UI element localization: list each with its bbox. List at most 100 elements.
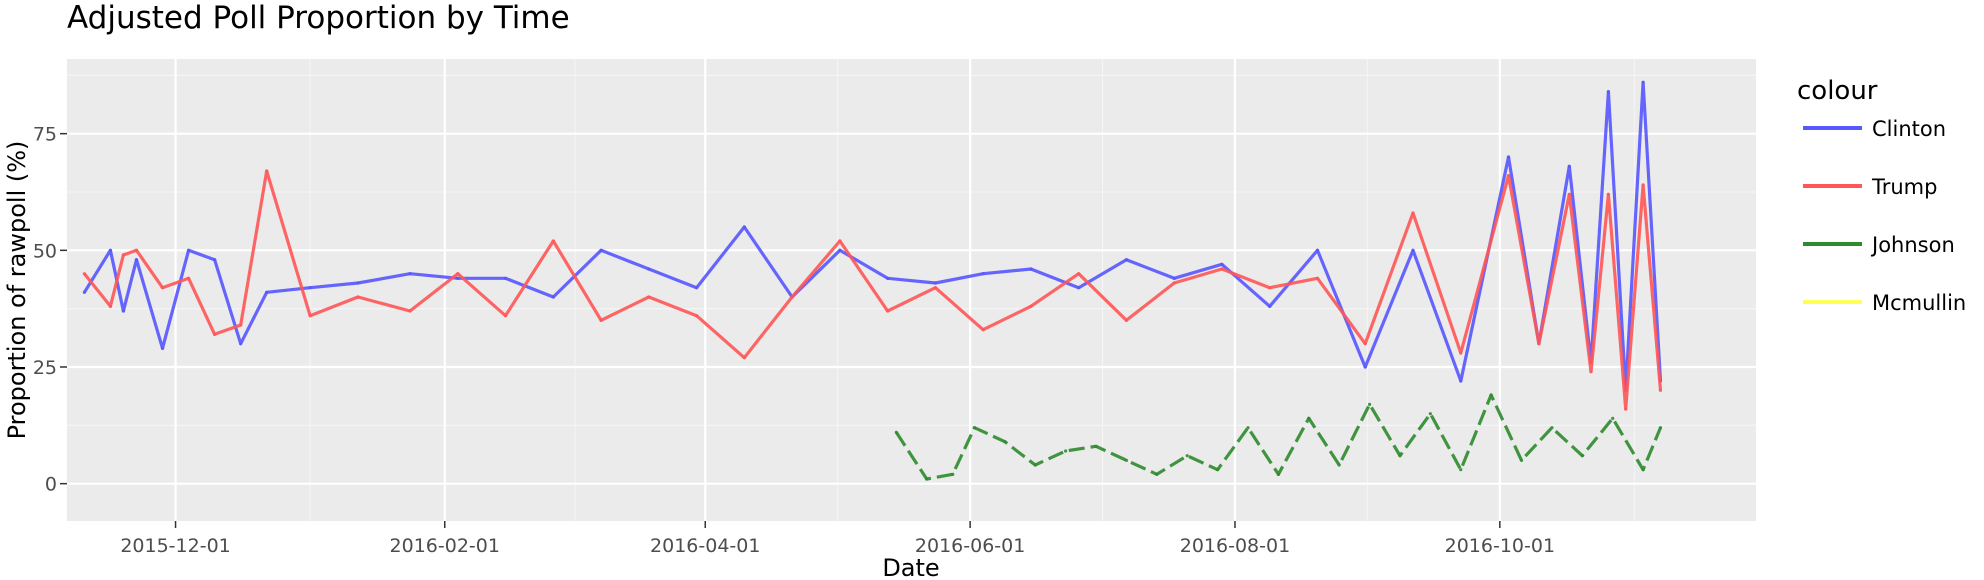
series-johnson <box>894 393 1663 481</box>
data-point <box>265 169 269 173</box>
data-point <box>1185 454 1189 458</box>
data-point <box>1172 281 1176 285</box>
data-point <box>1611 416 1615 420</box>
data-point <box>742 356 746 360</box>
data-point <box>1580 454 1584 458</box>
data-point <box>951 472 955 476</box>
data-point <box>1124 318 1129 322</box>
data-point <box>1606 90 1610 94</box>
legend: colour Clinton Trump Johnson Mcmullin <box>1797 76 1966 315</box>
data-point <box>1624 407 1628 411</box>
x-tick-label: 2016-06-01 <box>915 535 1025 557</box>
data-point <box>213 258 217 262</box>
data-point <box>239 342 243 346</box>
data-point <box>1550 426 1554 430</box>
data-point <box>456 272 460 276</box>
data-point <box>1003 440 1007 444</box>
plot-panel <box>67 59 1756 521</box>
data-point <box>239 323 243 327</box>
y-tick-label: 25 <box>33 357 57 379</box>
data-point <box>1506 155 1511 159</box>
data-point <box>1506 174 1511 178</box>
data-point <box>1033 463 1037 467</box>
data-point <box>694 314 699 318</box>
data-point <box>1337 463 1341 467</box>
data-point <box>265 290 269 294</box>
data-point <box>1315 248 1320 252</box>
data-point <box>1029 304 1033 308</box>
series-line-clinton <box>83 80 1663 392</box>
legend-label: Johnson <box>1870 233 1955 257</box>
data-point <box>1641 468 1645 472</box>
data-point <box>1567 192 1571 196</box>
x-axis: 2015-12-01 2016-02-01 2016-04-01 2016-06-01… <box>120 521 1555 557</box>
legend-label: Mcmullin <box>1872 291 1966 315</box>
legend-label: Clinton <box>1872 117 1946 141</box>
data-point <box>933 286 937 290</box>
data-point <box>1077 286 1081 290</box>
data-point <box>647 267 651 271</box>
data-point <box>456 276 460 280</box>
x-axis-title: Date <box>882 554 939 580</box>
data-point <box>1064 449 1068 453</box>
y-tick-label: 75 <box>33 124 57 146</box>
data-point <box>1363 342 1367 346</box>
legend-label: Trump <box>1871 175 1937 199</box>
y-tick-label: 0 <box>45 474 57 496</box>
x-tick-label: 2016-10-01 <box>1445 535 1555 557</box>
data-point <box>503 276 508 280</box>
chart-title: Adjusted Poll Proportion by Time <box>67 0 570 36</box>
data-point <box>356 281 360 285</box>
data-point <box>186 276 191 280</box>
x-tick-label: 2016-02-01 <box>390 535 500 557</box>
data-point <box>1363 365 1367 369</box>
data-point <box>886 276 890 280</box>
data-point <box>981 328 985 332</box>
data-point <box>1589 370 1593 374</box>
data-point <box>1268 286 1272 290</box>
major-gridlines <box>67 59 1756 521</box>
data-point <box>925 477 929 481</box>
data-point <box>1459 468 1463 472</box>
data-point <box>1246 426 1250 430</box>
data-point <box>1268 304 1272 308</box>
data-point <box>134 248 139 252</box>
data-point <box>1489 393 1493 397</box>
x-tick-label: 2016-08-01 <box>1180 535 1290 557</box>
data-point <box>1124 258 1129 262</box>
series-line-trump <box>83 169 1663 411</box>
data-point <box>894 430 898 434</box>
data-point <box>160 286 165 290</box>
data-point <box>551 239 555 243</box>
data-point <box>1641 183 1645 187</box>
data-point <box>1220 262 1224 266</box>
data-point <box>1519 458 1524 462</box>
data-point <box>742 225 746 229</box>
data-point <box>1398 454 1402 458</box>
data-point <box>1658 426 1663 430</box>
data-point <box>408 309 412 313</box>
data-point <box>1216 468 1220 472</box>
data-point <box>160 346 165 350</box>
legend-item-johnson: Johnson <box>1803 233 1955 257</box>
data-point <box>1094 444 1098 448</box>
data-point <box>694 286 699 290</box>
y-axis-title: Proportion of rawpoll (%) <box>3 141 31 440</box>
minor-gridlines <box>67 59 1756 521</box>
data-point <box>213 332 217 336</box>
data-point <box>1077 272 1081 276</box>
data-point <box>1459 379 1463 383</box>
data-point <box>108 248 113 252</box>
data-point <box>1155 472 1159 476</box>
data-point <box>838 239 842 243</box>
data-point <box>790 295 794 299</box>
data-point <box>1641 80 1645 84</box>
data-point <box>647 295 651 299</box>
data-point <box>972 426 977 430</box>
data-point <box>933 281 937 285</box>
data-point <box>1124 458 1129 462</box>
legend-item-mcmullin: Mcmullin <box>1803 291 1966 315</box>
data-point <box>356 295 360 299</box>
data-point <box>134 258 139 262</box>
data-point <box>599 318 603 322</box>
